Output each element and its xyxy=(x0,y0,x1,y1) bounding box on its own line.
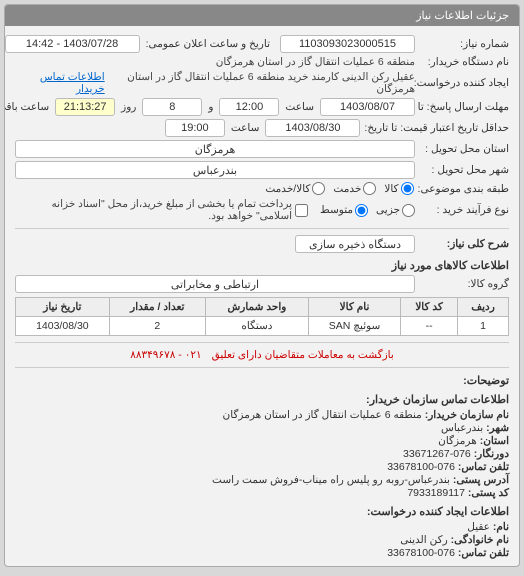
city-value xyxy=(15,161,415,179)
province-value xyxy=(15,140,415,158)
table-header-cell: تاریخ نیاز xyxy=(16,298,110,317)
tel-label: تلفن تماس: xyxy=(458,461,509,473)
general-label: شرح کلی نیاز: xyxy=(419,238,509,250)
table-body: 1--سوئیچ SANدستگاه21403/08/30 xyxy=(16,317,509,336)
table-header-row: ردیفکد کالانام کالاواحد شمارشتعداد / مقد… xyxy=(16,298,509,317)
postal-label: کد پستی: xyxy=(468,487,509,499)
table-header-cell: کد کالا xyxy=(401,298,458,317)
shahr-label: شهر: xyxy=(486,422,509,434)
ostan-value: هرمزگان xyxy=(438,435,477,447)
valid-date xyxy=(265,119,360,137)
panel-body: شماره نیاز: تاریخ و ساعت اعلان عمومی: نا… xyxy=(5,26,519,566)
separator-3 xyxy=(15,367,509,368)
need-details-panel: جزئیات اطلاعات نیاز شماره نیاز: تاریخ و … xyxy=(4,4,520,567)
panel-title: جزئیات اطلاعات نیاز xyxy=(5,5,519,26)
table-cell: 1403/08/30 xyxy=(16,317,110,336)
name-label: نام: xyxy=(493,521,509,533)
org-name-label: نام سازمان خریدار: xyxy=(425,409,509,421)
dornagar-label: دورنگار: xyxy=(474,448,509,460)
goods-table: ردیفکد کالانام کالاواحد شمارشتعداد / مقد… xyxy=(15,297,509,336)
org-name-value: منطقه 6 عملیات انتقال گاز در استان هرمزگ… xyxy=(223,409,422,421)
need-no-label: شماره نیاز: xyxy=(419,38,509,50)
valid-time xyxy=(165,119,225,137)
legal-phone: ۰۲۱ - ۸۸۳۴۹۶۷۸ xyxy=(130,349,201,361)
process-label: نوع فرآیند خرید : xyxy=(419,204,509,216)
group-value xyxy=(15,275,415,293)
creator-label: ایجاد کننده درخواست: xyxy=(419,77,509,89)
buyer-org-title: اطلاعات تماس سازمان خریدار: xyxy=(15,393,509,406)
radio-kala-khadmat[interactable] xyxy=(312,182,325,195)
separator-1 xyxy=(15,228,509,229)
table-row: 1--سوئیچ SANدستگاه21403/08/30 xyxy=(16,317,509,336)
family-label: نام خانوادگی: xyxy=(451,534,509,546)
table-cell: 1 xyxy=(458,317,509,336)
process-note: پرداخت تمام یا بخشی از مبلغ خرید،از محل … xyxy=(15,198,292,222)
resp-deadline-label: مهلت ارسال پاسخ: تا تاریخ: xyxy=(419,101,509,113)
group-label: گروه کالا: xyxy=(419,278,509,290)
explanations-title: توضیحات: xyxy=(15,374,509,387)
ann-date-label: تاریخ و ساعت اعلان عمومی: xyxy=(146,38,270,50)
name-value: عقیل xyxy=(467,521,490,533)
address-value: بندرعباس-روبه رو پلیس راه میناب-فروش سمت… xyxy=(212,474,450,486)
req-creator-title: اطلاعات ایجاد کننده درخواست: xyxy=(15,505,509,518)
ostan-label: استان: xyxy=(480,435,509,447)
radio-jozi[interactable] xyxy=(402,204,415,217)
saat-label-1: ساعت xyxy=(285,101,314,113)
ann-date-value xyxy=(5,35,140,53)
table-header-cell: ردیف xyxy=(458,298,509,317)
radio-kala[interactable] xyxy=(401,182,414,195)
category-label: طبقه بندی موضوعی: xyxy=(418,183,509,195)
general-value xyxy=(295,235,415,253)
table-header-cell: واحد شمارش xyxy=(205,298,308,317)
need-no-value xyxy=(280,35,415,53)
resp-remain xyxy=(55,98,115,116)
resp-time xyxy=(219,98,279,116)
resp-date xyxy=(320,98,415,116)
separator-2 xyxy=(15,342,509,343)
radio-motavaset[interactable] xyxy=(355,204,368,217)
table-cell: دستگاه xyxy=(205,317,308,336)
valid-deadline-label: حداقل تاریخ اعتبار قیمت: تا تاریخ: xyxy=(364,122,509,134)
buyer-contact-link[interactable]: اطلاعات تماس خریدار xyxy=(15,71,105,95)
device-name-value: منطقه 6 عملیات انتقال گاز در استان هرمزگ… xyxy=(216,56,415,68)
remain-label: ساعت باقی مانده xyxy=(4,101,49,113)
va-label: و xyxy=(208,101,213,113)
table-header-cell: تعداد / مقدار xyxy=(109,298,205,317)
process-radio-group: جزیی متوسط xyxy=(320,204,415,217)
treasury-checkbox[interactable] xyxy=(295,204,308,217)
legal-link[interactable]: بازگشت به معاملات متقاضیان دارای تعلیق xyxy=(212,349,394,361)
goods-info-title: اطلاعات کالاهای مورد نیاز xyxy=(15,259,509,272)
shahr-value: بندرعباس xyxy=(441,422,483,434)
family-value: رکن الدینی xyxy=(400,534,447,546)
phone-label: تلفن تماس: xyxy=(458,547,509,559)
phone-value: 076-33678100 xyxy=(387,547,455,559)
city-label: شهر محل تحویل : xyxy=(419,164,509,176)
province-label: استان محل تحویل : xyxy=(419,143,509,155)
tel-value: 076-33678100 xyxy=(387,461,455,473)
table-cell: 2 xyxy=(109,317,205,336)
resp-days xyxy=(142,98,202,116)
table-header-cell: نام کالا xyxy=(308,298,400,317)
table-cell: سوئیچ SAN xyxy=(308,317,400,336)
creator-value: عقیل رکن الدینی کارمند خرید منطقه 6 عملی… xyxy=(109,71,415,95)
rooz-label: روز xyxy=(121,101,136,113)
saat-label-2: ساعت xyxy=(231,122,260,134)
device-name-label: نام دستگاه خریدار: xyxy=(419,56,509,68)
postal-value: 7933189117 xyxy=(407,487,465,499)
table-cell: -- xyxy=(401,317,458,336)
radio-khadmat[interactable] xyxy=(363,182,376,195)
address-label: آدرس پستی: xyxy=(453,474,509,486)
category-radio-group: کالا خدمت کالا/خدمت xyxy=(265,182,413,195)
dornagar-value: 076-33671267 xyxy=(403,448,471,460)
